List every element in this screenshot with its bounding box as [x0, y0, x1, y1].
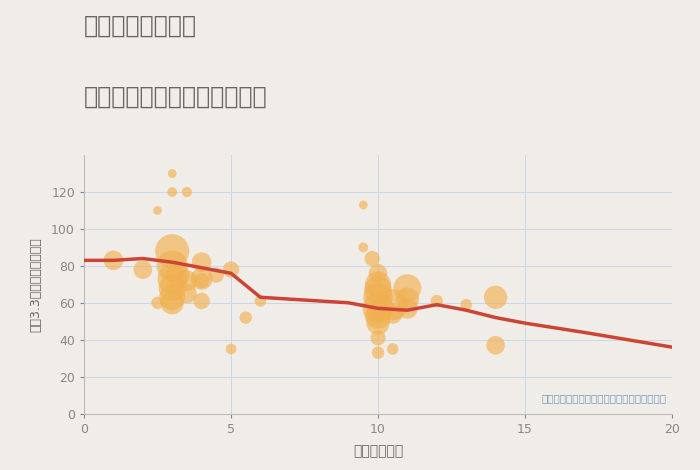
Point: [372, 306, 384, 314]
Point: [402, 295, 413, 303]
Point: [358, 201, 369, 209]
Point: [152, 299, 163, 306]
Point: [490, 342, 501, 349]
Point: [372, 334, 384, 342]
Point: [387, 301, 398, 308]
Point: [172, 271, 183, 279]
Point: [196, 275, 207, 282]
Point: [167, 299, 178, 306]
Point: [167, 170, 178, 177]
Point: [181, 290, 193, 298]
Point: [372, 293, 384, 301]
Point: [372, 320, 384, 327]
Point: [387, 345, 398, 352]
Point: [167, 275, 178, 282]
Point: [167, 284, 178, 292]
Point: [461, 301, 472, 308]
Point: [181, 277, 193, 284]
Point: [152, 207, 163, 214]
Point: [108, 257, 119, 264]
Point: [490, 293, 501, 301]
Point: [225, 345, 237, 352]
Point: [167, 247, 178, 255]
Point: [372, 305, 384, 312]
Y-axis label: 坪（3.3㎡）単価（万円）: 坪（3.3㎡）単価（万円）: [30, 237, 43, 332]
Point: [372, 312, 384, 320]
Point: [387, 310, 398, 318]
Point: [372, 281, 384, 288]
Point: [225, 266, 237, 274]
Point: [402, 284, 413, 292]
Point: [402, 305, 413, 312]
Point: [196, 258, 207, 266]
Point: [196, 297, 207, 305]
Point: [367, 255, 378, 262]
Point: [167, 262, 178, 270]
X-axis label: 駅距離（分）: 駅距離（分）: [353, 444, 403, 458]
Text: 円の大きさは、取引のあった物件面積を示す: 円の大きさは、取引のあった物件面積を示す: [541, 393, 666, 403]
Point: [372, 286, 384, 294]
Text: 駅距離別中古マンション価格: 駅距離別中古マンション価格: [84, 85, 267, 109]
Point: [255, 297, 266, 305]
Point: [211, 271, 222, 279]
Point: [167, 188, 178, 196]
Point: [181, 188, 193, 196]
Point: [372, 269, 384, 277]
Point: [372, 349, 384, 356]
Point: [167, 293, 178, 301]
Text: 埼玉県新白岡駅の: 埼玉県新白岡駅の: [84, 14, 197, 38]
Point: [431, 297, 442, 305]
Point: [196, 277, 207, 284]
Point: [358, 243, 369, 251]
Point: [240, 314, 251, 321]
Point: [137, 266, 148, 274]
